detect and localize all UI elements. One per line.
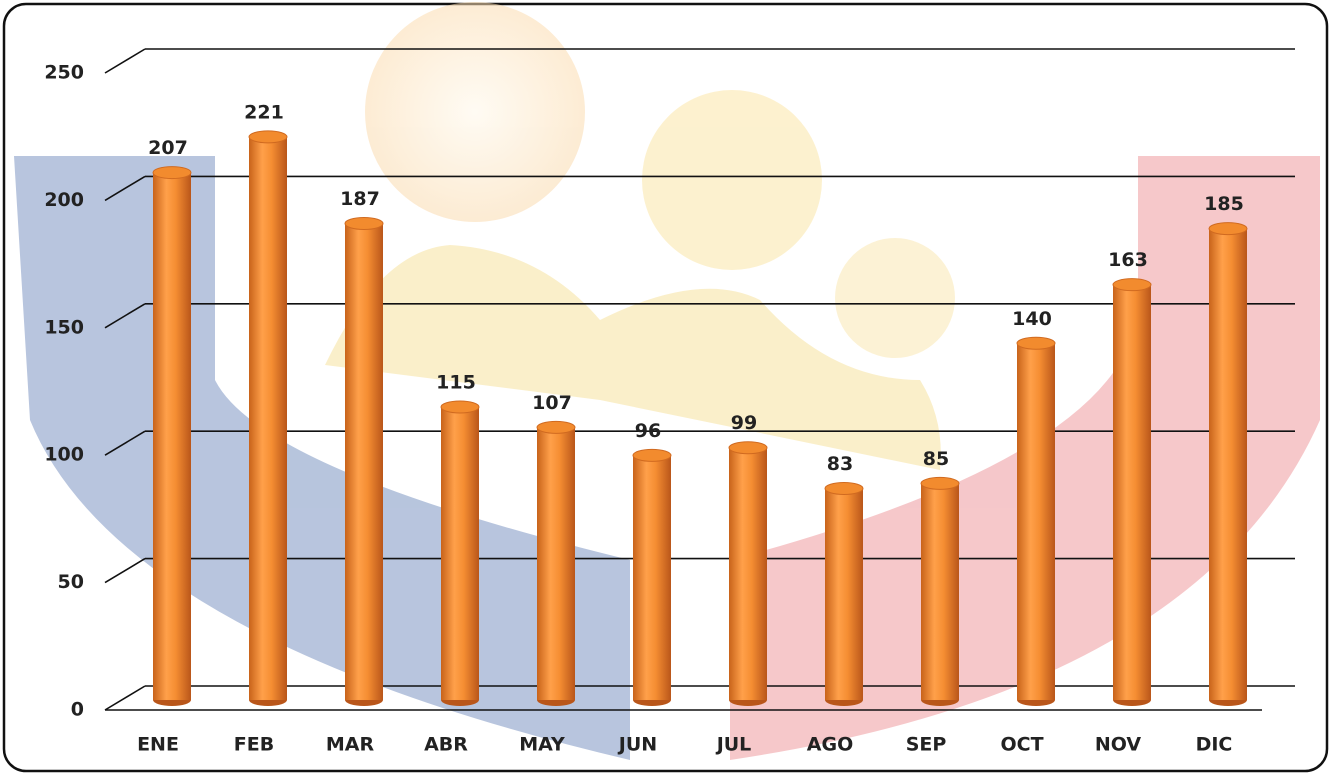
bar [441, 406, 479, 700]
y-tick-label: 0 [71, 699, 84, 721]
y-tick-label: 100 [44, 444, 84, 466]
bar-top [824, 482, 864, 496]
bar-top [1208, 222, 1248, 236]
bar [249, 136, 287, 701]
data-label: 163 [1108, 249, 1148, 271]
x-tick-label: FEB [234, 734, 274, 756]
y-tick-label: 50 [58, 571, 84, 593]
grid-diagonal [104, 685, 146, 711]
grid-diagonal [104, 175, 146, 202]
grid-diagonal [104, 557, 146, 584]
bar [825, 488, 863, 700]
x-tick-label: OCT [1000, 734, 1043, 756]
bar [1113, 284, 1151, 700]
bar-top [536, 420, 576, 434]
x-tick-label: JUN [617, 734, 657, 756]
data-label: 115 [436, 371, 476, 393]
y-tick-label: 200 [44, 189, 84, 211]
bar [153, 172, 191, 701]
bar [633, 455, 671, 700]
bar [1017, 343, 1055, 700]
data-label: 140 [1012, 308, 1052, 330]
data-label: 207 [148, 137, 188, 159]
plot: 0 50 100 150 200 250 207 ENE 221 FEB 187 MAR 115 ABR 1… [44, 48, 1295, 756]
bar [345, 223, 383, 701]
data-label: 83 [827, 453, 853, 475]
bar [921, 483, 959, 700]
grid-diagonal [104, 430, 146, 456]
bar-top [728, 441, 768, 455]
x-tick-label: MAY [519, 734, 565, 756]
data-label: 187 [340, 188, 380, 210]
bar-top [248, 130, 288, 144]
data-label: 185 [1204, 193, 1244, 215]
bar [537, 427, 575, 700]
data-label: 96 [635, 420, 661, 442]
grid-diagonal [104, 303, 146, 329]
x-tick-label: DIC [1196, 734, 1233, 756]
x-tick-label: JUL [715, 734, 752, 756]
y-tick-label: 150 [44, 316, 84, 338]
data-label: 221 [244, 101, 284, 123]
data-label: 99 [731, 412, 757, 434]
y-tick-label: 250 [44, 62, 84, 84]
bar-top [920, 476, 960, 490]
bar [729, 447, 767, 700]
bar-top [1112, 278, 1152, 292]
bar-top [1016, 336, 1056, 350]
x-tick-label: SEP [906, 734, 947, 756]
bar-top [344, 217, 384, 231]
bar-top [632, 448, 672, 462]
x-tick-label: AGO [807, 734, 853, 756]
grid-diagonal [104, 48, 146, 74]
bar [1209, 228, 1247, 700]
data-label: 107 [532, 392, 572, 414]
x-tick-label: MAR [326, 734, 375, 756]
bar-top [440, 400, 480, 414]
data-label: 85 [923, 448, 949, 470]
x-tick-label: NOV [1095, 734, 1142, 756]
bar-top [152, 166, 192, 180]
x-tick-label: ENE [137, 734, 179, 756]
x-tick-label: ABR [424, 734, 468, 756]
